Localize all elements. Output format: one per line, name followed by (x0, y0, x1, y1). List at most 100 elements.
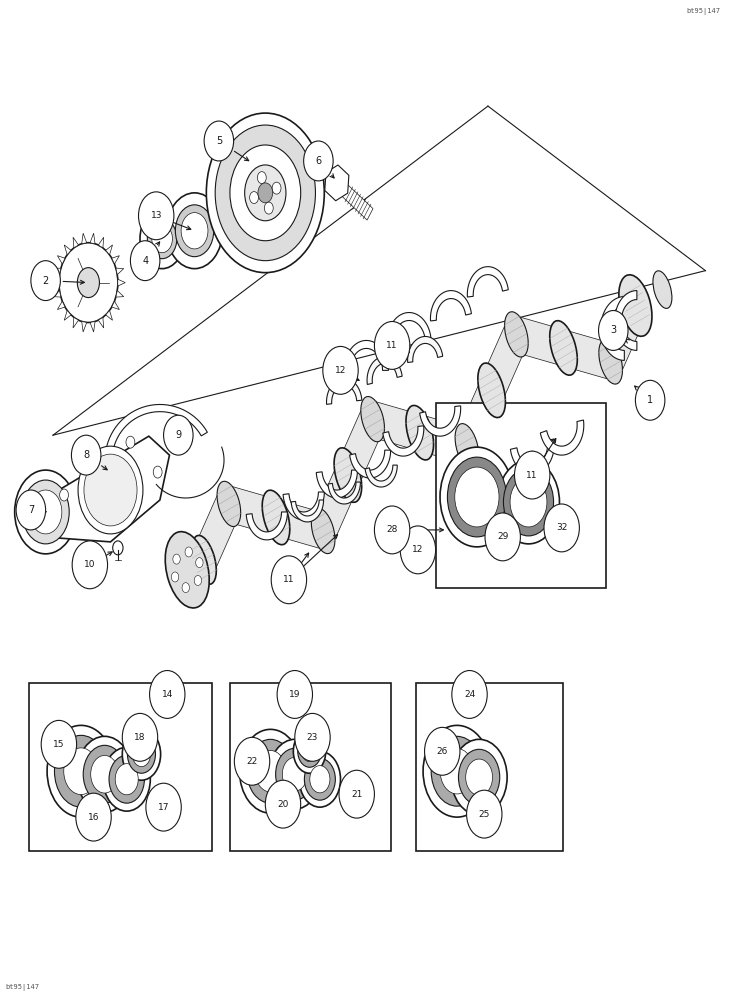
Ellipse shape (165, 532, 209, 608)
Text: 11: 11 (526, 471, 538, 480)
Circle shape (503, 468, 554, 536)
Text: 15: 15 (53, 740, 64, 749)
Circle shape (55, 735, 107, 807)
Circle shape (127, 735, 155, 773)
Circle shape (293, 729, 326, 773)
Circle shape (310, 766, 330, 793)
Circle shape (599, 311, 628, 350)
Circle shape (277, 671, 312, 718)
Polygon shape (98, 317, 104, 328)
Text: 20: 20 (278, 800, 289, 809)
Circle shape (440, 447, 514, 547)
Circle shape (247, 739, 294, 803)
Circle shape (15, 470, 76, 554)
Circle shape (122, 713, 158, 761)
Circle shape (258, 172, 266, 184)
Polygon shape (226, 486, 279, 535)
Circle shape (497, 460, 559, 544)
Circle shape (30, 490, 62, 534)
Polygon shape (106, 245, 112, 255)
Circle shape (275, 748, 314, 800)
Text: bt95|147: bt95|147 (686, 8, 720, 15)
Circle shape (109, 755, 144, 803)
Polygon shape (118, 279, 125, 286)
Text: 26: 26 (437, 747, 448, 756)
Circle shape (175, 205, 214, 257)
Text: 23: 23 (307, 733, 318, 742)
Circle shape (73, 541, 107, 589)
Circle shape (485, 513, 520, 561)
Polygon shape (365, 465, 397, 487)
Circle shape (194, 575, 201, 585)
Polygon shape (599, 296, 647, 371)
Text: 11: 11 (386, 341, 398, 350)
Circle shape (84, 454, 137, 526)
Circle shape (297, 735, 321, 767)
Circle shape (255, 751, 286, 792)
Text: 28: 28 (386, 525, 398, 534)
Circle shape (16, 490, 46, 530)
Circle shape (448, 457, 506, 537)
Circle shape (230, 145, 300, 241)
Text: 11: 11 (283, 575, 295, 584)
Circle shape (181, 213, 208, 249)
Ellipse shape (478, 363, 505, 418)
Circle shape (78, 446, 143, 534)
Circle shape (77, 268, 99, 298)
Circle shape (425, 727, 460, 775)
Circle shape (195, 558, 203, 568)
Circle shape (240, 729, 301, 813)
Circle shape (452, 671, 487, 718)
Text: 21: 21 (351, 790, 363, 799)
Polygon shape (420, 406, 461, 436)
Circle shape (269, 739, 320, 809)
Polygon shape (116, 268, 124, 275)
Circle shape (172, 572, 179, 582)
Text: 16: 16 (88, 813, 99, 822)
Ellipse shape (192, 535, 216, 584)
Circle shape (455, 467, 499, 527)
Text: 6: 6 (315, 156, 321, 166)
Polygon shape (64, 310, 71, 320)
Circle shape (153, 466, 162, 478)
Text: 12: 12 (334, 366, 346, 375)
Polygon shape (246, 512, 287, 540)
Circle shape (76, 736, 132, 812)
Polygon shape (312, 466, 359, 540)
Circle shape (83, 745, 126, 803)
Circle shape (91, 755, 118, 793)
Circle shape (173, 554, 181, 564)
Polygon shape (116, 291, 124, 297)
Text: 1: 1 (647, 395, 653, 405)
Circle shape (22, 480, 70, 544)
Circle shape (374, 321, 410, 369)
Polygon shape (344, 340, 388, 370)
Circle shape (206, 113, 324, 273)
Polygon shape (52, 279, 59, 286)
Ellipse shape (653, 271, 672, 308)
Polygon shape (106, 310, 112, 320)
Circle shape (295, 713, 330, 761)
Ellipse shape (619, 275, 652, 336)
Circle shape (245, 165, 286, 221)
Polygon shape (73, 317, 78, 328)
Polygon shape (480, 325, 528, 400)
Polygon shape (316, 470, 357, 498)
Text: 9: 9 (175, 430, 181, 440)
Polygon shape (334, 177, 373, 220)
Text: 29: 29 (497, 532, 508, 541)
Text: bt95|147: bt95|147 (5, 984, 39, 991)
Circle shape (400, 526, 436, 574)
Circle shape (302, 741, 317, 762)
Bar (437, 403, 606, 588)
Circle shape (510, 477, 547, 527)
Polygon shape (350, 450, 391, 478)
Polygon shape (64, 245, 71, 255)
Polygon shape (325, 165, 349, 201)
Circle shape (152, 225, 172, 253)
Text: 14: 14 (161, 690, 173, 699)
Polygon shape (615, 291, 637, 350)
Polygon shape (98, 237, 104, 248)
Circle shape (465, 759, 493, 795)
Polygon shape (468, 267, 508, 297)
